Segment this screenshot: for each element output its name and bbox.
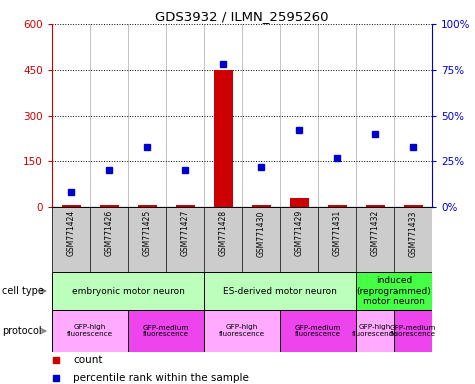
Bar	[356, 310, 394, 352]
Bar	[365, 205, 384, 207]
Bar	[394, 310, 432, 352]
Bar	[175, 205, 194, 207]
Bar	[318, 207, 356, 272]
Text: GSM771427: GSM771427	[180, 210, 190, 257]
Bar	[394, 207, 432, 272]
Text: GSM771425: GSM771425	[142, 210, 152, 257]
Bar	[213, 70, 232, 207]
Text: GFP-high
fluorescence: GFP-high fluorescence	[352, 324, 398, 338]
Text: GSM771429: GSM771429	[294, 210, 304, 257]
Text: GFP-medium
fluorescence: GFP-medium fluorescence	[295, 324, 341, 338]
Text: GSM771426: GSM771426	[104, 210, 114, 257]
Bar	[356, 272, 432, 310]
Bar	[242, 207, 280, 272]
Bar	[128, 310, 204, 352]
Text: cell type: cell type	[2, 286, 44, 296]
Bar	[280, 207, 318, 272]
Text: ES-derived motor neuron: ES-derived motor neuron	[223, 286, 337, 296]
Bar	[166, 207, 204, 272]
Text: GSM771424: GSM771424	[66, 210, 76, 257]
Bar	[90, 207, 128, 272]
Bar	[356, 207, 394, 272]
Text: GSM771433: GSM771433	[408, 210, 418, 257]
Text: GFP-medium
fluorescence: GFP-medium fluorescence	[143, 324, 189, 338]
Text: GSM771431: GSM771431	[332, 210, 342, 257]
Text: GFP-medium
fluorescence: GFP-medium fluorescence	[390, 324, 436, 338]
Text: count: count	[73, 355, 103, 365]
Title: GDS3932 / ILMN_2595260: GDS3932 / ILMN_2595260	[155, 10, 329, 23]
Text: embryonic motor neuron: embryonic motor neuron	[72, 286, 184, 296]
Bar	[137, 205, 156, 207]
Bar	[204, 207, 242, 272]
Bar	[52, 272, 204, 310]
Bar	[204, 272, 356, 310]
Bar	[204, 310, 280, 352]
Bar	[52, 207, 90, 272]
Text: GFP-high
fluorescence: GFP-high fluorescence	[219, 324, 265, 338]
Text: GSM771432: GSM771432	[370, 210, 380, 257]
Text: protocol: protocol	[2, 326, 42, 336]
Bar	[327, 205, 346, 207]
Bar	[52, 310, 128, 352]
Bar	[289, 198, 308, 207]
Text: GSM771428: GSM771428	[218, 210, 228, 257]
Bar	[99, 205, 118, 207]
Bar	[280, 310, 356, 352]
Text: induced
(reprogrammed)
motor neuron: induced (reprogrammed) motor neuron	[357, 276, 431, 306]
Text: GSM771430: GSM771430	[256, 210, 266, 257]
Bar	[251, 205, 270, 207]
Text: GFP-high
fluorescence: GFP-high fluorescence	[67, 324, 113, 338]
Bar	[128, 207, 166, 272]
Text: percentile rank within the sample: percentile rank within the sample	[73, 372, 249, 382]
Bar	[403, 205, 422, 207]
Bar	[61, 205, 80, 207]
